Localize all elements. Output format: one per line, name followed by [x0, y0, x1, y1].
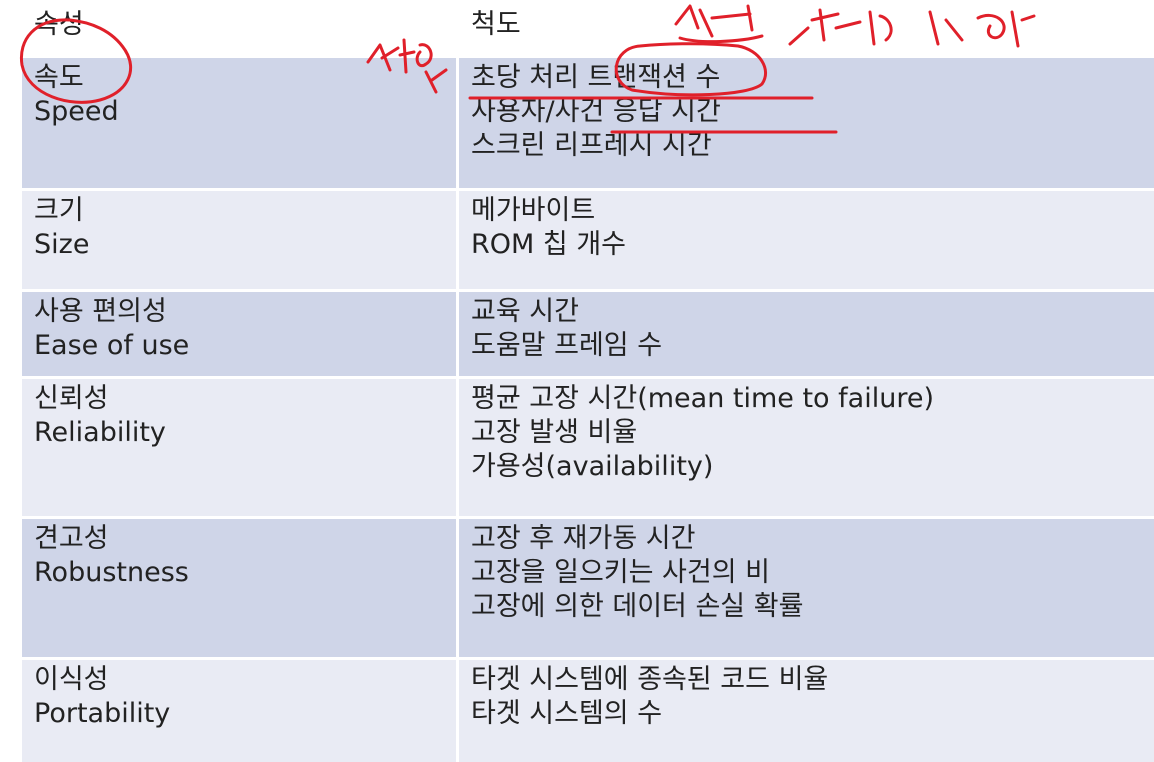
table-row: 크기 Size 메가바이트 ROM 칩 개수	[22, 188, 1154, 289]
attribute-cell: 속도 Speed	[22, 58, 459, 188]
attribute-en: Speed	[34, 96, 119, 127]
measure-cell: 타겟 시스템에 종속된 코드 비율 타겟 시스템의 수	[459, 660, 1154, 762]
table-row: 사용 편의성 Ease of use 교육 시간 도움말 프레임 수	[22, 289, 1154, 376]
measure-cell: 평균 고장 시간(mean time to failure) 고장 발생 비율 …	[459, 379, 1154, 516]
measure-item: 고장 후 재가동 시간	[471, 523, 696, 554]
attribute-cell: 신뢰성 Reliability	[22, 379, 459, 516]
attribute-ko: 속도	[34, 62, 84, 93]
table-row: 신뢰성 Reliability 평균 고장 시간(mean time to fa…	[22, 376, 1154, 516]
measure-item: 초당 처리 트랜잭션 수	[471, 62, 721, 93]
attribute-cell: 견고성 Robustness	[22, 519, 459, 657]
attribute-ko: 크기	[34, 195, 84, 226]
measure-item: ROM 칩 개수	[471, 229, 626, 260]
header-attribute: 속성	[34, 9, 84, 40]
attribute-en: Portability	[34, 698, 171, 729]
attribute-ko: 견고성	[34, 523, 109, 554]
measure-item: 타겟 시스템의 수	[471, 698, 663, 729]
measure-item: 가용성(availability)	[471, 451, 714, 482]
table-row: 이식성 Portability 타겟 시스템에 종속된 코드 비율 타겟 시스템…	[22, 657, 1154, 762]
table-header: 속성 척도	[22, 0, 1154, 55]
attribute-en: Reliability	[34, 417, 166, 448]
attribute-ko: 이식성	[34, 664, 109, 695]
attribute-cell: 사용 편의성 Ease of use	[22, 292, 459, 376]
table-row: 견고성 Robustness 고장 후 재가동 시간 고장을 일으키는 사건의 …	[22, 516, 1154, 657]
measure-item: 고장에 의한 데이터 손실 확률	[471, 591, 804, 622]
measure-item: 메가바이트	[471, 195, 596, 226]
attribute-cell: 크기 Size	[22, 191, 459, 289]
measure-cell: 고장 후 재가동 시간 고장을 일으키는 사건의 비 고장에 의한 데이터 손실…	[459, 519, 1154, 657]
attribute-ko: 사용 편의성	[34, 296, 167, 327]
measure-item: 스크린 리프레시 시간	[471, 130, 712, 161]
measure-cell: 초당 처리 트랜잭션 수 사용자/사건 응답 시간 스크린 리프레시 시간	[459, 58, 1154, 188]
measure-item: 사용자/사건 응답 시간	[471, 96, 721, 127]
measure-item: 평균 고장 시간(mean time to failure)	[471, 383, 934, 414]
quality-attributes-table: 속성 척도 속도 Speed 초당 처리 트랜잭션 수 사용자/사건 응답 시간…	[22, 0, 1154, 762]
measure-cell: 교육 시간 도움말 프레임 수	[459, 292, 1154, 376]
measure-item: 타겟 시스템에 종속된 코드 비율	[471, 664, 829, 695]
measure-item: 교육 시간	[471, 296, 579, 327]
measure-item: 고장을 일으키는 사건의 비	[471, 557, 770, 588]
header-measure: 척도	[471, 9, 521, 40]
attribute-ko: 신뢰성	[34, 383, 109, 414]
attribute-cell: 이식성 Portability	[22, 660, 459, 762]
table-row: 속도 Speed 초당 처리 트랜잭션 수 사용자/사건 응답 시간 스크린 리…	[22, 55, 1154, 188]
attribute-en: Size	[34, 229, 90, 260]
measure-cell: 메가바이트 ROM 칩 개수	[459, 191, 1154, 289]
attribute-en: Ease of use	[34, 330, 190, 361]
measure-item: 고장 발생 비율	[471, 417, 638, 448]
measure-item: 도움말 프레임 수	[471, 330, 663, 361]
attribute-en: Robustness	[34, 557, 189, 588]
